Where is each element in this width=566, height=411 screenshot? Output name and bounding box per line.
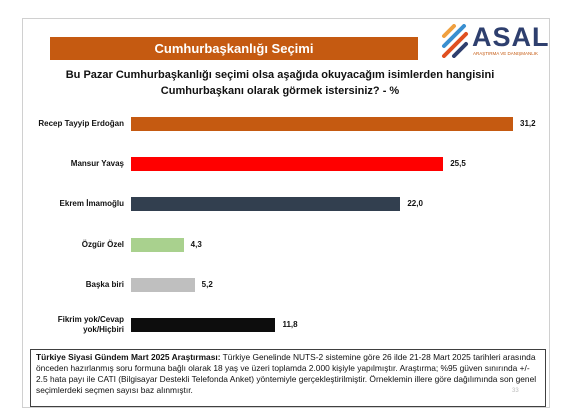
header-title: Cumhurbaşkanlığı Seçimi: [50, 37, 418, 60]
footer-text: Türkiye Genelinde NUTS-2 sistemine göre …: [36, 352, 537, 395]
category-label: Recep Tayyip Erdoğan: [38, 119, 124, 128]
value-label: 11,8: [282, 320, 298, 329]
bar: [131, 117, 513, 131]
bar: [131, 157, 444, 172]
bar: [131, 197, 401, 212]
value-label: 5,2: [201, 279, 213, 289]
value-label: 31,2: [520, 119, 536, 128]
footer-lead: Türkiye Siyasi Gündem Mart 2025 Araştırm…: [36, 352, 221, 362]
category-label: Başka biri: [85, 279, 124, 289]
category-label: Mansur Yavaş: [70, 159, 124, 169]
logo-icon: [442, 24, 468, 58]
page-number: 33: [512, 388, 519, 394]
frame: [22, 18, 550, 408]
value-label: 4,3: [190, 239, 202, 249]
bar: [131, 237, 184, 252]
value-label: 22,0: [407, 199, 423, 209]
logo-tagline: ARAŞTIRMA VE DANIŞMANLIK: [473, 51, 539, 56]
category-label: Özgür Özel: [81, 239, 124, 249]
logo-name: ASAL: [472, 22, 550, 52]
bar: [131, 277, 195, 292]
bar: [131, 318, 276, 332]
logo: ASAL ARAŞTIRMA VE DANIŞMANLIK: [440, 22, 549, 62]
value-label: 25,5: [450, 159, 466, 169]
category-label: Fikrim yok/Cevap yok/Hiçbiri: [57, 315, 124, 334]
footer: Türkiye Siyasi Gündem Mart 2025 Araştırm…: [30, 349, 546, 407]
category-label: Ekrem İmamoğlu: [59, 199, 124, 209]
chart-title: Bu Pazar Cumhurbaşkanlığı seçimi olsa aş…: [65, 69, 495, 97]
